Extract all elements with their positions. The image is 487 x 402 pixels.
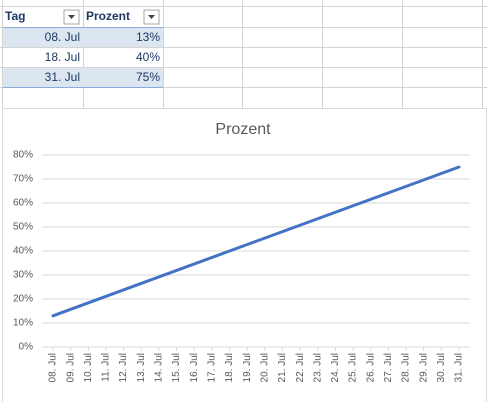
x-tick-label: 17. Jul xyxy=(207,353,218,382)
y-tick-label: 0% xyxy=(19,342,34,353)
table: Tag Prozent 08. Jul 13% 18. Jul 40% 31. Jul 75% xyxy=(5,9,160,84)
band-row xyxy=(3,28,163,47)
filter-icon xyxy=(68,15,75,19)
x-tick-label: 09. Jul xyxy=(65,353,76,382)
y-tick-label: 80% xyxy=(13,150,33,161)
x-tick-label: 25. Jul xyxy=(348,353,359,382)
cell: 75% xyxy=(136,70,160,84)
header-cell: Prozent xyxy=(86,9,130,23)
y-tick-label: 20% xyxy=(13,294,33,305)
x-tick-label: 11. Jul xyxy=(101,353,112,382)
cell: 40% xyxy=(136,50,160,64)
y-tick-label: 10% xyxy=(13,318,33,329)
x-tick-label: 12. Jul xyxy=(118,353,129,382)
x-tick-label: 27. Jul xyxy=(383,353,394,382)
band-row xyxy=(3,68,163,87)
plot: 0% 10% 20% 30% 40% 50% 60% 70% 80% 08. Jul 09. Jul… xyxy=(13,150,470,382)
header-cell: Tag xyxy=(5,9,25,23)
chart-area[interactable] xyxy=(2,108,487,402)
x-tick-label: 23. Jul xyxy=(312,353,323,382)
x-tick-label: 28. Jul xyxy=(401,353,412,382)
x-tick-label: 21. Jul xyxy=(277,353,288,382)
x-tick-label: 14. Jul xyxy=(154,353,165,382)
x-tick-label: 30. Jul xyxy=(436,353,447,382)
x-tick-label: 08. Jul xyxy=(48,353,59,382)
filter-icon xyxy=(148,15,155,19)
y-tick-label: 50% xyxy=(13,222,33,233)
x-tick-label: 15. Jul xyxy=(171,353,182,382)
x-tick-label: 22. Jul xyxy=(295,353,306,382)
cell: 08. Jul xyxy=(45,30,80,44)
x-tick-label: 24. Jul xyxy=(330,353,341,382)
y-tick-label: 60% xyxy=(13,198,33,209)
y-tick-label: 40% xyxy=(13,246,33,257)
x-tick-label: 10. Jul xyxy=(83,353,94,382)
x-tick-label: 13. Jul xyxy=(136,353,147,382)
data-line xyxy=(51,165,461,318)
cell: 13% xyxy=(136,30,160,44)
x-tick-label: 19. Jul xyxy=(242,353,253,382)
x-tick-label: 29. Jul xyxy=(418,353,429,382)
y-tick-label: 70% xyxy=(13,174,33,185)
y-tick-label: 30% xyxy=(13,270,33,281)
x-tick-label: 18. Jul xyxy=(224,353,235,382)
x-tick-label: 31. Jul xyxy=(454,353,465,382)
cell: 18. Jul xyxy=(45,50,80,64)
chart-title: Prozent xyxy=(215,121,271,138)
x-tick-label: 16. Jul xyxy=(189,353,200,382)
cell: 31. Jul xyxy=(45,70,80,84)
x-tick-label: 20. Jul xyxy=(259,353,270,382)
x-tick-label: 26. Jul xyxy=(365,353,376,382)
